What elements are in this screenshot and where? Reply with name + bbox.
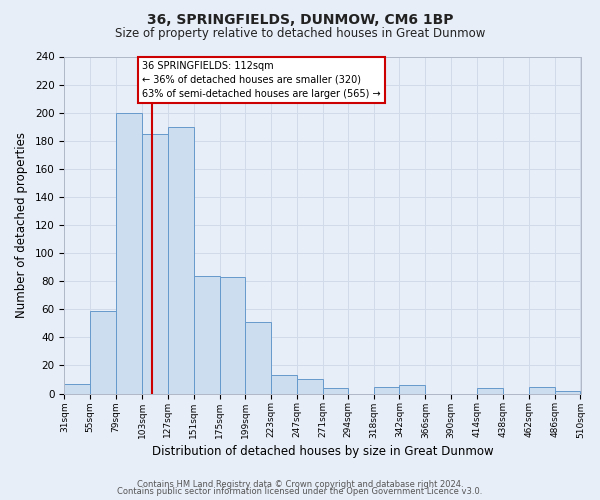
Bar (297, 380, 323, 394)
Bar (142, 134, 168, 394)
Bar (116, 112, 142, 394)
Text: 36 SPRINGFIELDS: 112sqm
← 36% of detached houses are smaller (320)
63% of semi-d: 36 SPRINGFIELDS: 112sqm ← 36% of detache… (142, 60, 380, 98)
Bar (64, 384, 90, 394)
Bar (168, 126, 194, 394)
Text: Contains public sector information licensed under the Open Government Licence v3: Contains public sector information licen… (118, 488, 482, 496)
Bar (194, 276, 220, 394)
Bar (529, 386, 554, 394)
Bar (245, 322, 271, 394)
Text: Contains HM Land Registry data © Crown copyright and database right 2024.: Contains HM Land Registry data © Crown c… (137, 480, 463, 489)
Text: Size of property relative to detached houses in Great Dunmow: Size of property relative to detached ho… (115, 28, 485, 40)
Text: 36, SPRINGFIELDS, DUNMOW, CM6 1BP: 36, SPRINGFIELDS, DUNMOW, CM6 1BP (147, 12, 453, 26)
Bar (271, 376, 297, 394)
Bar (374, 386, 400, 394)
Bar (554, 390, 580, 394)
Bar (323, 388, 348, 394)
Y-axis label: Number of detached properties: Number of detached properties (15, 132, 28, 318)
Bar (400, 385, 425, 394)
Bar (90, 310, 116, 394)
Bar (477, 388, 503, 394)
X-axis label: Distribution of detached houses by size in Great Dunmow: Distribution of detached houses by size … (152, 444, 493, 458)
Bar (220, 277, 245, 394)
